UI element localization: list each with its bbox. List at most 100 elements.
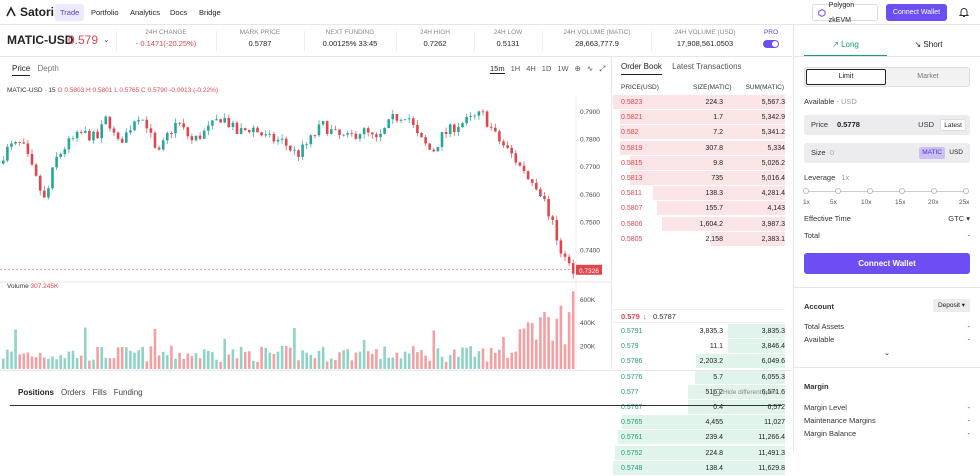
slider-dot[interactable] [963,188,969,194]
volume-bar [227,354,231,369]
ask-row[interactable]: 0.5815 9.8 5,026.2 [613,155,785,171]
network-button[interactable]: Polygon zkEVM [812,2,878,24]
unit-matic-button[interactable]: MATIC [919,147,945,159]
bid-row[interactable]: 0.5748 138.4 11,629.8 [613,460,785,476]
expand-icon[interactable]: ⤢ [599,64,606,73]
bid-row[interactable]: 0.5786 2,203.2 6,049.6 [613,354,785,369]
tab-price[interactable]: Price [12,64,31,76]
checkbox[interactable] [713,389,720,396]
candle-body [227,117,231,127]
price-value[interactable]: 0.5778 [837,120,860,129]
chevron-down-icon[interactable]: ⌄ [103,35,110,44]
nav-trade[interactable]: Trade [55,4,85,21]
ask-row[interactable]: 0.5811 138.3 4,281.4 [613,186,785,201]
bid-row[interactable]: 0.579 11.1 3,846.4 [613,339,785,354]
volume-bar [219,361,222,369]
slider-dot[interactable] [931,188,937,194]
tab-order-book[interactable]: Order Book [621,62,662,75]
draw-icon[interactable]: ∿ [586,64,594,73]
market-pair[interactable]: MATIC-USD [7,33,74,47]
volume-bar [6,349,9,369]
tab-orders[interactable]: Orders [61,388,86,397]
bid-row[interactable]: 0.5767 0.4 6,572 [613,400,785,415]
bid-row[interactable]: 0.5791 3,835.3 3,835.3 [613,324,785,339]
bid-row[interactable]: 0.5776 5.7 6,055.3 [613,369,785,385]
ask-row[interactable]: 0.5813 735 5,016.4 [613,171,785,186]
row-sum: 5,016.4 [761,175,785,182]
divider [651,31,652,51]
tab-depth[interactable]: Depth [37,64,59,73]
candle-body [514,153,518,163]
depth-bar [661,216,785,231]
volume-bar [535,339,538,369]
nav-docs[interactable]: Docs [170,8,188,17]
margin-row-value: - [967,416,971,425]
tf-1h[interactable]: 1H [510,64,521,73]
available-label: Available [804,97,835,106]
candle-body [6,146,9,161]
bell-icon[interactable] [958,6,970,18]
candle-body [563,253,567,257]
ask-row[interactable]: 0.5823 224.3 5,567.3 [613,95,785,110]
pro-switch[interactable] [763,40,779,48]
market-tab[interactable]: Market [917,73,939,80]
tab-positions[interactable]: Positions [18,388,55,397]
logo[interactable]: Satori [5,5,54,19]
bid-row[interactable]: 0.5765 4,455 11,027 [613,415,785,430]
chevron-down-icon[interactable]: ⌄ [883,348,891,357]
price-axis-label: 0.7400 [580,247,600,254]
tf-1w[interactable]: 1W [557,64,569,73]
volume-bar [268,352,272,369]
slider-dot[interactable] [835,188,841,194]
slider-dot[interactable] [803,188,809,194]
long-tab[interactable]: ↗ Long [804,34,887,56]
candle-body [231,122,235,127]
ask-row[interactable]: 0.5821 1.7 5,342.9 [613,110,785,125]
volume-bar [489,348,493,369]
tab-funding[interactable]: Funding [113,388,143,397]
nav-bridge[interactable]: Bridge [199,8,221,17]
nav-analytics[interactable]: Analytics [130,8,161,17]
volume-bar [530,323,534,369]
effective-select[interactable]: GTC ▾ [948,214,970,223]
indicator-icon[interactable]: ⊕ [574,64,581,73]
candlestick-chart[interactable]: 0.7900 0.7800 0.7700 0.7600 0.7500 0.7400 0.73… [0,97,612,369]
tf-15m[interactable]: 15m [490,64,505,74]
deposit-button[interactable]: Deposit ▾ [933,299,970,312]
unit-usd-button[interactable]: USD [949,149,963,156]
candle-body [526,171,530,180]
volume-bar [559,305,563,369]
hide-different-pairs[interactable]: Hide different pairs [713,389,777,396]
candle-body [129,130,132,133]
candle-body [79,131,83,133]
tab-latest-transactions[interactable]: Latest Transactions [672,62,742,71]
ask-row[interactable]: 0.5805 2,158 2,383.1 [613,231,785,247]
trend-down-icon: ↘ [914,40,922,49]
latest-button[interactable]: Latest [940,119,966,131]
ask-row[interactable]: 0.582 7.2 5,341.2 [613,125,785,140]
size-value[interactable]: 0 [830,148,835,157]
ask-row[interactable]: 0.5819 307.8 5,334 [613,140,785,156]
available-value: - USD [836,97,857,106]
pro-toggle[interactable]: PRO [763,29,779,48]
volume-bar [79,355,83,369]
limit-tab[interactable]: Limit [806,69,886,85]
connect-wallet-button-top[interactable]: Connect Wallet [886,4,947,21]
bid-row[interactable]: 0.577 516.2 6,571.6 [613,384,785,400]
bid-row[interactable]: 0.5761 239.4 11,266.4 [613,430,785,445]
candle-body [387,119,390,128]
price-input[interactable]: Price 0.5778 USD Latest [804,115,970,135]
short-tab[interactable]: ↘ Short [887,34,970,56]
ask-row[interactable]: 0.5806 1,604.2 3,987.3 [613,216,785,232]
ask-row[interactable]: 0.5807 155.7 4,143 [613,201,785,216]
nav-portfolio[interactable]: Portfolio [91,8,119,17]
size-input[interactable]: Size 0 MATIC USD [804,143,970,163]
tf-1d[interactable]: 1D [541,64,552,73]
tf-4h[interactable]: 4H [526,64,536,73]
leverage-slider[interactable] [806,191,968,192]
connect-wallet-button[interactable]: Connect Wallet [804,253,970,274]
slider-dot[interactable] [867,188,873,194]
slider-dot[interactable] [899,188,905,194]
candle-body [243,128,247,130]
tab-fills[interactable]: Fills [92,388,107,397]
